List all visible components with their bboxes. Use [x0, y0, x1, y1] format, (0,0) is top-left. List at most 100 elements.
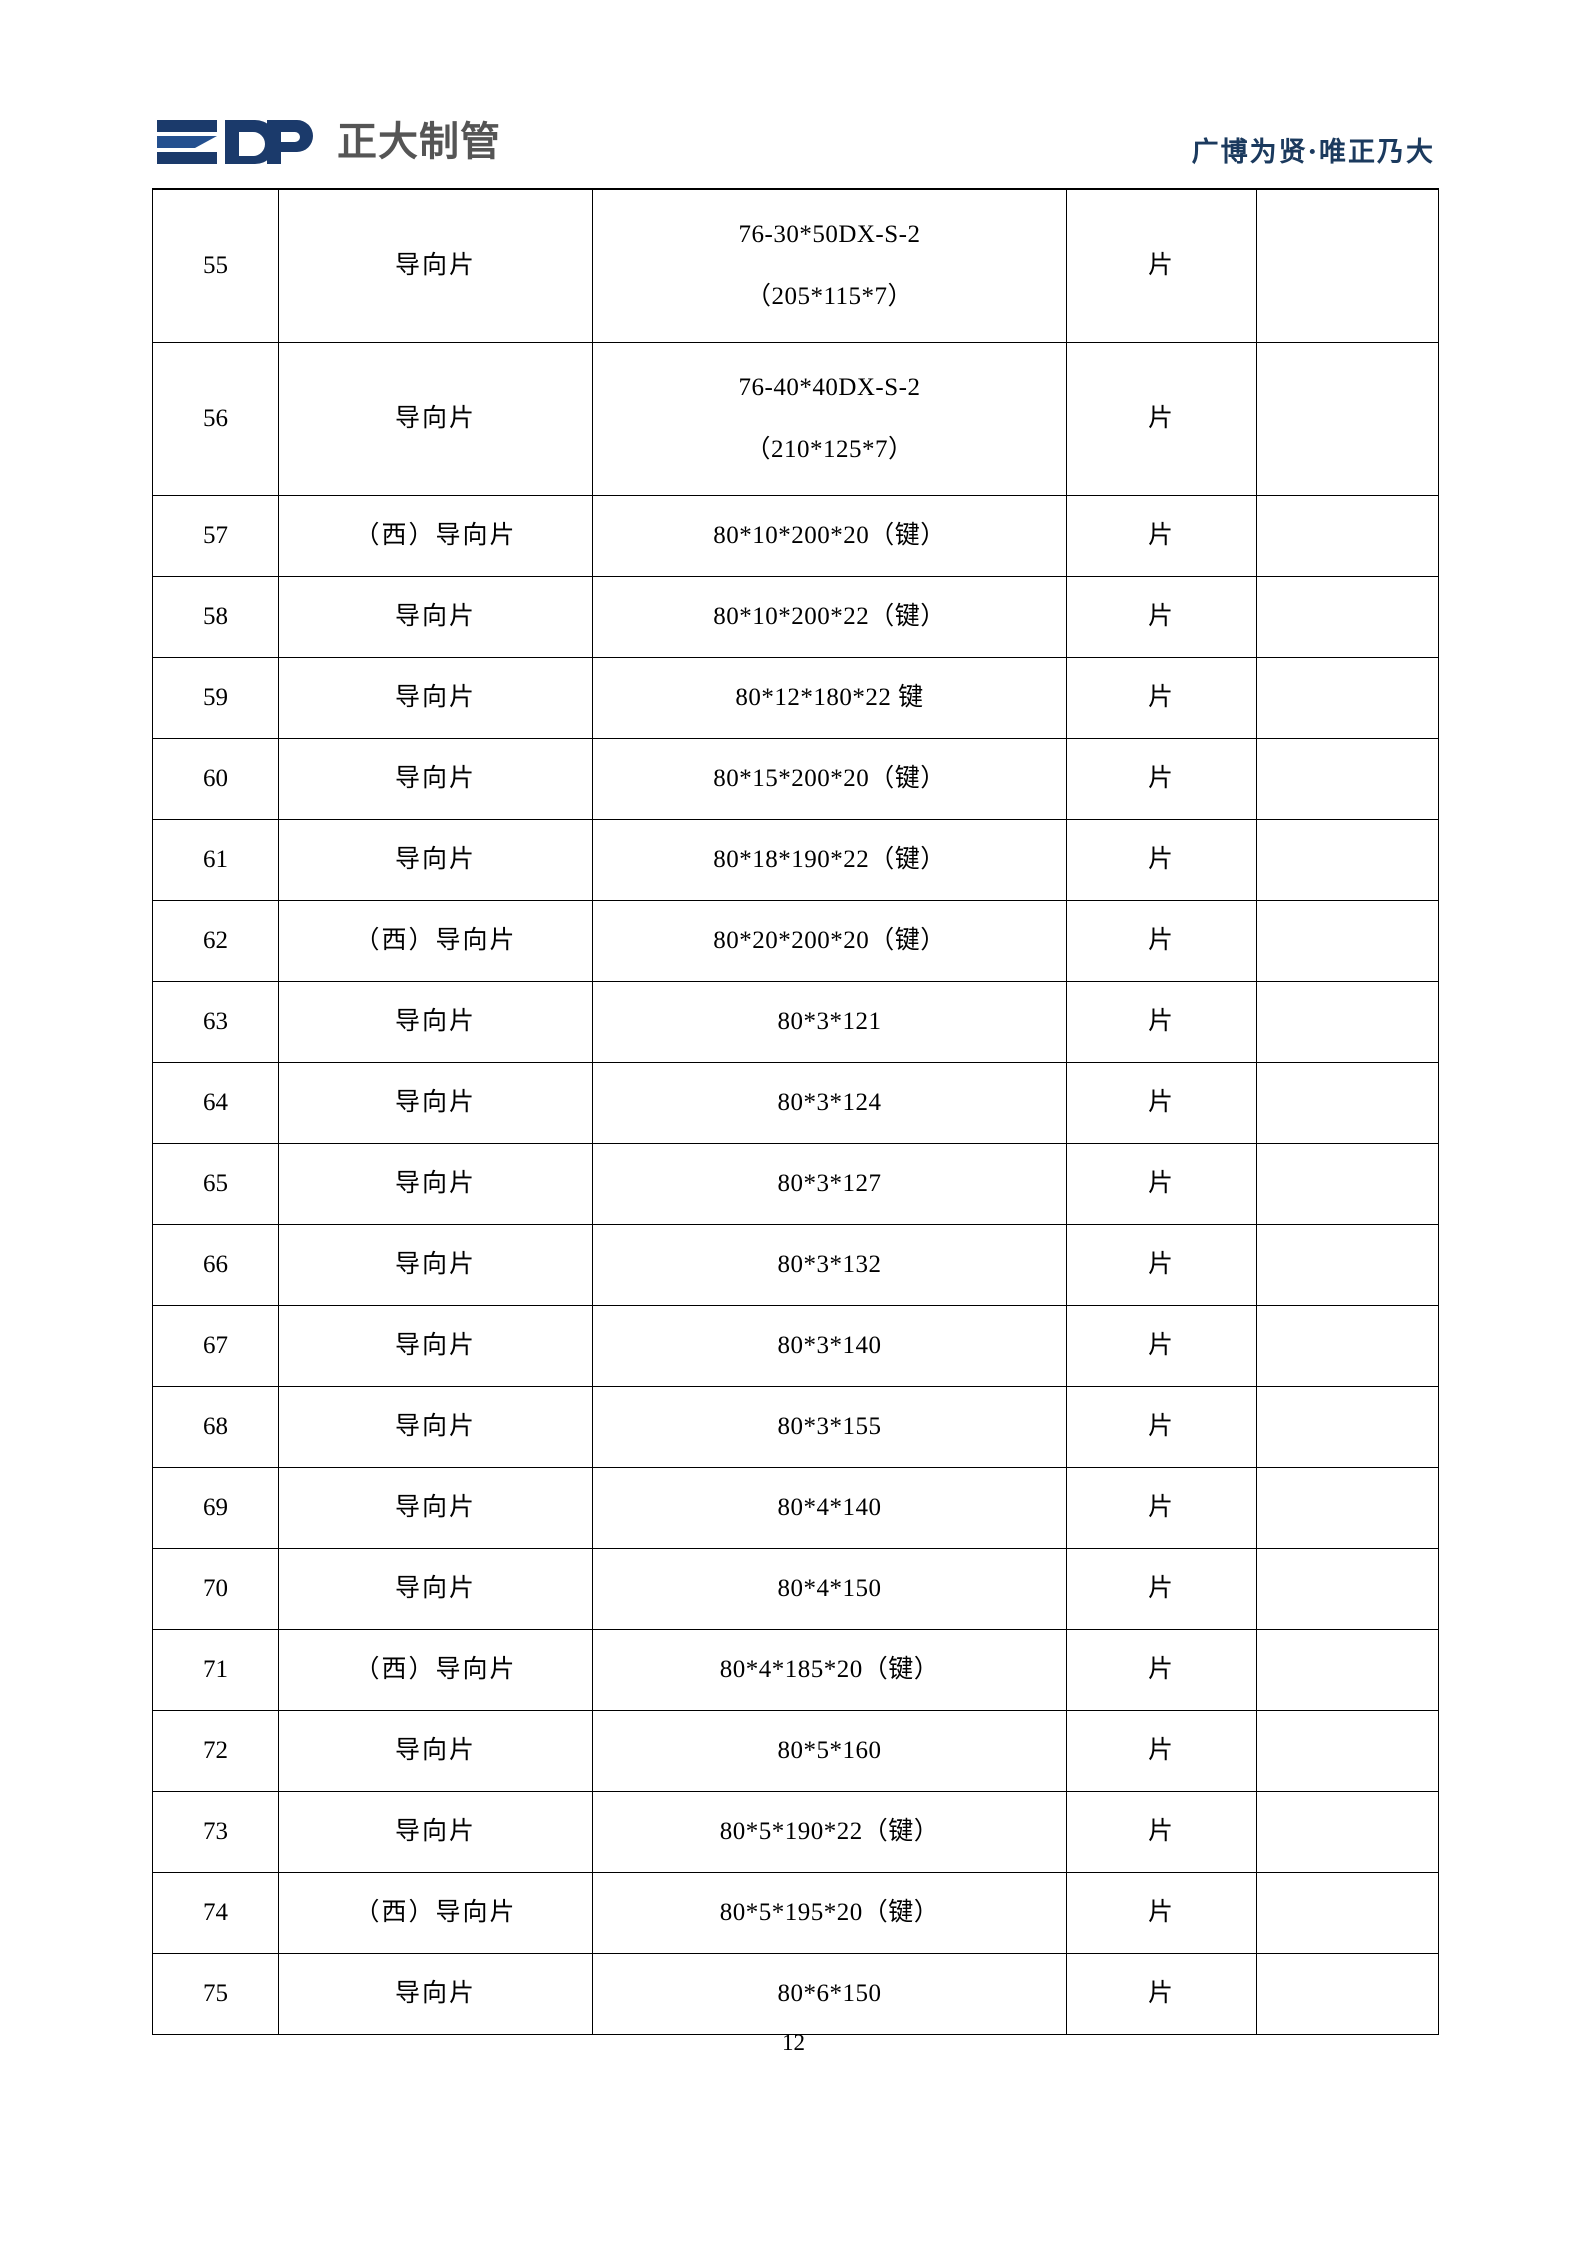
page-footer: 12: [0, 2030, 1587, 2056]
cell-spec: 80*5*195*20（键）: [592, 1872, 1067, 1954]
cell-remark: [1256, 342, 1439, 496]
cell-spec: 80*3*140: [592, 1305, 1067, 1387]
cell-name: 导向片: [278, 342, 593, 496]
cell-name: 导向片: [278, 981, 593, 1063]
company-logo: 正大制管: [155, 112, 501, 172]
cell-no: 63: [152, 981, 279, 1063]
cell-remark: [1256, 1710, 1439, 1792]
table-row: 56 导向片 76-40*40DX-S-2 （210*125*7） 片: [152, 342, 1439, 496]
cell-no: 66: [152, 1224, 279, 1306]
cell-no: 69: [152, 1467, 279, 1549]
cell-unit: 片: [1066, 1629, 1257, 1711]
cell-remark: [1256, 1629, 1439, 1711]
table-row: 60 导向片 80*15*200*20（键） 片: [152, 738, 1439, 820]
table-row: 63 导向片 80*3*121 片: [152, 981, 1439, 1063]
cell-name: （西）导向片: [278, 900, 593, 982]
cell-remark: [1256, 900, 1439, 982]
cell-spec: 80*4*150: [592, 1548, 1067, 1630]
cell-name: 导向片: [278, 1467, 593, 1549]
table-row: 67 导向片 80*3*140 片: [152, 1305, 1439, 1387]
cell-no: 73: [152, 1791, 279, 1873]
cell-no: 59: [152, 657, 279, 739]
cell-name: 导向片: [278, 1548, 593, 1630]
cell-no: 75: [152, 1953, 279, 2035]
cell-spec: 80*3*132: [592, 1224, 1067, 1306]
cell-unit: 片: [1066, 1386, 1257, 1468]
cell-no: 64: [152, 1062, 279, 1144]
cell-no: 74: [152, 1872, 279, 1954]
cell-no: 70: [152, 1548, 279, 1630]
cell-spec-line2: （210*125*7）: [745, 436, 914, 463]
cell-name: 导向片: [278, 188, 593, 343]
cell-remark: [1256, 188, 1439, 343]
cell-spec: 76-40*40DX-S-2 （210*125*7）: [592, 342, 1067, 496]
cell-name: 导向片: [278, 1953, 593, 2035]
cell-spec: 80*10*200*20（键）: [592, 495, 1067, 577]
page-number: 12: [782, 2030, 805, 2055]
cell-name: 导向片: [278, 657, 593, 739]
cell-remark: [1256, 1062, 1439, 1144]
cell-name: 导向片: [278, 1062, 593, 1144]
cell-spec-line1: 76-40*40DX-S-2: [738, 373, 921, 401]
cell-unit: 片: [1066, 188, 1257, 343]
cell-name: 导向片: [278, 1143, 593, 1225]
cell-remark: [1256, 981, 1439, 1063]
table-row: 62 （西）导向片 80*20*200*20（键） 片: [152, 900, 1439, 982]
cell-spec: 80*3*127: [592, 1143, 1067, 1225]
cell-no: 67: [152, 1305, 279, 1387]
cell-unit: 片: [1066, 981, 1257, 1063]
cell-remark: [1256, 1386, 1439, 1468]
cell-spec: 80*5*190*22（键）: [592, 1791, 1067, 1873]
cell-unit: 片: [1066, 1305, 1257, 1387]
cell-unit: 片: [1066, 1710, 1257, 1792]
cell-unit: 片: [1066, 1143, 1257, 1225]
cell-no: 57: [152, 495, 279, 577]
cell-remark: [1256, 1305, 1439, 1387]
cell-name: 导向片: [278, 1305, 593, 1387]
cell-remark: [1256, 1791, 1439, 1873]
cell-no: 65: [152, 1143, 279, 1225]
cell-remark: [1256, 1872, 1439, 1954]
cell-remark: [1256, 819, 1439, 901]
cell-unit: 片: [1066, 1791, 1257, 1873]
cell-remark: [1256, 1548, 1439, 1630]
cell-name: 导向片: [278, 576, 593, 658]
cell-name: 导向片: [278, 819, 593, 901]
cell-spec: 80*20*200*20（键）: [592, 900, 1067, 982]
cell-unit: 片: [1066, 495, 1257, 577]
cell-unit: 片: [1066, 1872, 1257, 1954]
table-row: 74 （西）导向片 80*5*195*20（键） 片: [152, 1872, 1439, 1954]
cell-remark: [1256, 657, 1439, 739]
table-row: 55 导向片 76-30*50DX-S-2 （205*115*7） 片: [152, 188, 1439, 343]
cell-name: 导向片: [278, 738, 593, 820]
cell-spec: 80*3*124: [592, 1062, 1067, 1144]
cell-unit: 片: [1066, 1467, 1257, 1549]
spec-table: 55 导向片 76-30*50DX-S-2 （205*115*7） 片 56 导…: [152, 188, 1439, 2035]
cell-spec: 80*10*200*22（键）: [592, 576, 1067, 658]
cell-spec: 80*4*140: [592, 1467, 1067, 1549]
cell-remark: [1256, 1224, 1439, 1306]
cell-no: 60: [152, 738, 279, 820]
cell-no: 56: [152, 342, 279, 496]
cell-unit: 片: [1066, 819, 1257, 901]
zdp-logo-icon: [157, 120, 313, 164]
cell-remark: [1256, 738, 1439, 820]
cell-unit: 片: [1066, 900, 1257, 982]
cell-no: 68: [152, 1386, 279, 1468]
cell-name: 导向片: [278, 1710, 593, 1792]
spec-table-container: 55 导向片 76-30*50DX-S-2 （205*115*7） 片 56 导…: [152, 188, 1439, 2035]
table-row: 71 （西）导向片 80*4*185*20（键） 片: [152, 1629, 1439, 1711]
cell-spec: 80*6*150: [592, 1953, 1067, 2035]
cell-remark: [1256, 1953, 1439, 2035]
table-row: 61 导向片 80*18*190*22（键） 片: [152, 819, 1439, 901]
page-header: 正大制管 广博为贤·唯正乃大: [155, 112, 1435, 178]
cell-unit: 片: [1066, 1062, 1257, 1144]
cell-spec: 80*12*180*22 键: [592, 657, 1067, 739]
cell-no: 58: [152, 576, 279, 658]
table-row: 59 导向片 80*12*180*22 键 片: [152, 657, 1439, 739]
table-row: 65 导向片 80*3*127 片: [152, 1143, 1439, 1225]
cell-remark: [1256, 1467, 1439, 1549]
cell-unit: 片: [1066, 738, 1257, 820]
cell-no: 71: [152, 1629, 279, 1711]
